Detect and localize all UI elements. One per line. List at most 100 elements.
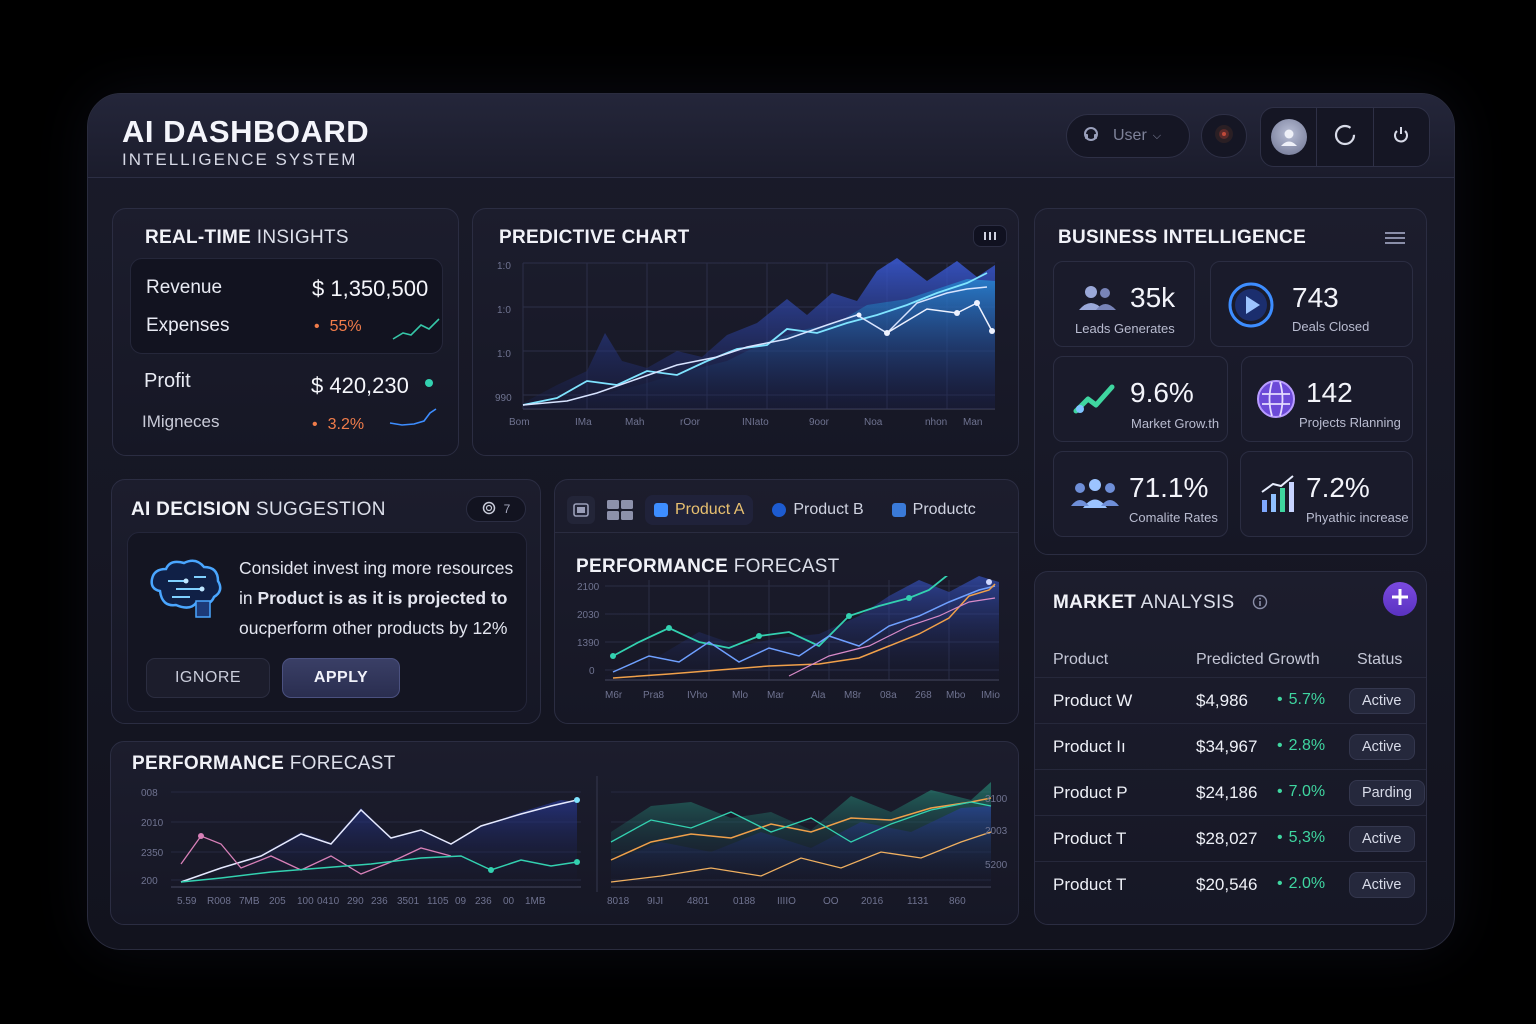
power-button[interactable] [1374,108,1429,166]
svg-text:2010: 2010 [141,818,164,829]
svg-text:Noa: Noa [864,417,883,428]
grid-icon[interactable] [605,496,635,524]
bi-card-increase[interactable]: 7.2% Phyathic increase [1240,451,1413,537]
svg-text:IIIIO: IIIIO [777,896,796,907]
svg-text:Mbo: Mbo [946,690,966,701]
tab-product-a[interactable]: Product A [645,495,754,525]
projects-label: Projects Rlanning [1299,415,1401,430]
bi-card-market-growth[interactable]: 9.6% Market Grow.th [1053,356,1228,442]
status-badge: Parding [1349,780,1425,806]
forecast-large-x-left: 5.59 R008 7MB 205 100 0410 290 236 3501 … [177,896,546,907]
row-product: Product T [1053,875,1127,894]
svg-text:5200: 5200 [985,860,1008,871]
forecast-small-line-pink [788,597,996,677]
revenue-label: Revenue [146,277,223,298]
table-row[interactable]: Product P $24,186 7.0% Parding [1035,769,1426,815]
svg-text:0: 0 [589,666,595,677]
row-value: $34,967 [1196,737,1258,756]
other-pct: 3.2% [312,416,364,434]
chart-pause-button[interactable] [973,225,1007,247]
forecast-large-y-right: 3310 3100 2003 5200 [983,772,1008,871]
user-dropdown[interactable]: User ⌵ [1066,114,1190,158]
avatar [1270,119,1307,155]
business-intelligence-panel: BUSINESS INTELLIGENCE 35k Leads Generate… [1034,208,1427,555]
profile-button[interactable] [1261,108,1318,166]
svg-text:M8r: M8r [844,690,862,701]
table-row[interactable]: Product T $20,546 2.0% Active [1035,861,1426,907]
menu-icon[interactable] [1385,231,1405,250]
deals-label: Deals Closed [1292,319,1370,334]
row-growth: 5.7% [1277,691,1325,709]
row-value: $4,986 [1196,691,1248,710]
forecast-small-points [610,579,992,659]
bi-card-projects[interactable]: 142 Projects Rlanning [1241,356,1413,442]
table-row[interactable]: Product W $4,986 5.7% Active [1035,677,1426,723]
svg-text:236: 236 [475,896,492,907]
svg-text:205: 205 [269,896,286,907]
forecast-small-y-ticks: 2100 2030 1390 0 [577,582,600,677]
refresh-button[interactable] [1317,108,1374,166]
increase-value: 7.2% [1306,472,1370,503]
svg-text:1:0: 1:0 [497,305,511,316]
svg-text:OO: OO [823,896,839,907]
market-growth-label: Market Grow.th [1131,416,1220,431]
camera-icon [1213,123,1235,150]
window-icon[interactable] [567,496,595,524]
svg-text:0188: 0188 [733,896,756,907]
forecast-large-right-line-teal [610,801,992,843]
tab-product-b[interactable]: Product B [763,495,872,525]
bi-card-leads[interactable]: 35k Leads Generates [1053,261,1195,347]
svg-text:1390: 1390 [577,638,600,649]
predictive-x-ticks: Bom IMa Mah rOor INIato 9oor Noa nhon Ma… [509,417,982,428]
forecast-large-left-area [181,800,577,887]
forecast-large-right-line-orange-2 [610,831,992,883]
decision-badge-count: 7 [503,502,511,516]
svg-text:Bom: Bom [509,417,530,428]
ignore-button[interactable]: IGNORE [146,658,270,698]
predictive-points [856,300,995,336]
status-badge: Active [1349,734,1415,760]
plus-icon [1391,588,1409,611]
row-product: Product T [1053,829,1127,848]
camera-button[interactable] [1201,114,1247,158]
other-label: IMigneces [142,412,220,431]
refresh-icon [1332,122,1358,153]
info-icon[interactable] [1252,594,1268,615]
svg-text:Mlo: Mlo [732,690,749,701]
svg-text:0410: 0410 [317,896,340,907]
add-button[interactable] [1383,582,1417,616]
bi-card-completion[interactable]: 71.1% Comalite Rates [1053,451,1228,537]
svg-text:1:0: 1:0 [497,261,511,272]
svg-text:860: 860 [949,896,966,907]
apply-button[interactable]: APPLY [282,658,400,698]
product-b-icon [772,503,787,517]
globe-icon [1256,379,1296,424]
forecast-small-chart: 2100 2030 1390 0 M6r Pra8 IVho Mlo Mar A… [577,576,1000,701]
svg-text:00: 00 [503,896,515,907]
profit-label: Profit [144,370,191,392]
col-status: Status [1357,651,1403,668]
bi-card-deals[interactable]: 743 Deals Closed [1210,261,1413,347]
forecast-large-x-right: 8018 9IJI 4801 0188 IIIIO OO 2016 1131 8… [607,896,966,907]
predictive-area-secondary [523,279,995,409]
trend-icon [1072,381,1118,422]
table-row[interactable]: Product Iı $34,967 2.8% Active [1035,723,1426,769]
spiral-icon [482,501,496,518]
play-circle-icon [1227,281,1275,334]
team-icon [1071,476,1119,515]
brain-icon [146,557,226,626]
forecast-small-title: PERFORMANCE FORECAST [576,556,840,577]
svg-text:08a: 08a [880,690,897,701]
svg-text:Mah: Mah [625,417,644,428]
svg-text:Pra8: Pra8 [643,690,665,701]
svg-text:M6r: M6r [605,690,623,701]
svg-text:3501: 3501 [397,896,420,907]
bar-growth-icon [1259,474,1299,519]
users-icon [1078,284,1118,317]
decision-badge[interactable]: 7 [466,496,526,522]
market-analysis-panel: MARKET ANALYSIS Product Predicted Growth… [1034,571,1427,925]
product-tabs: Product A Product B Productc [567,492,985,528]
tab-product-c[interactable]: Productc [883,495,985,525]
increase-label: Phyathic increase [1306,510,1409,525]
table-row[interactable]: Product T $28,027 5,3% Active [1035,815,1426,861]
